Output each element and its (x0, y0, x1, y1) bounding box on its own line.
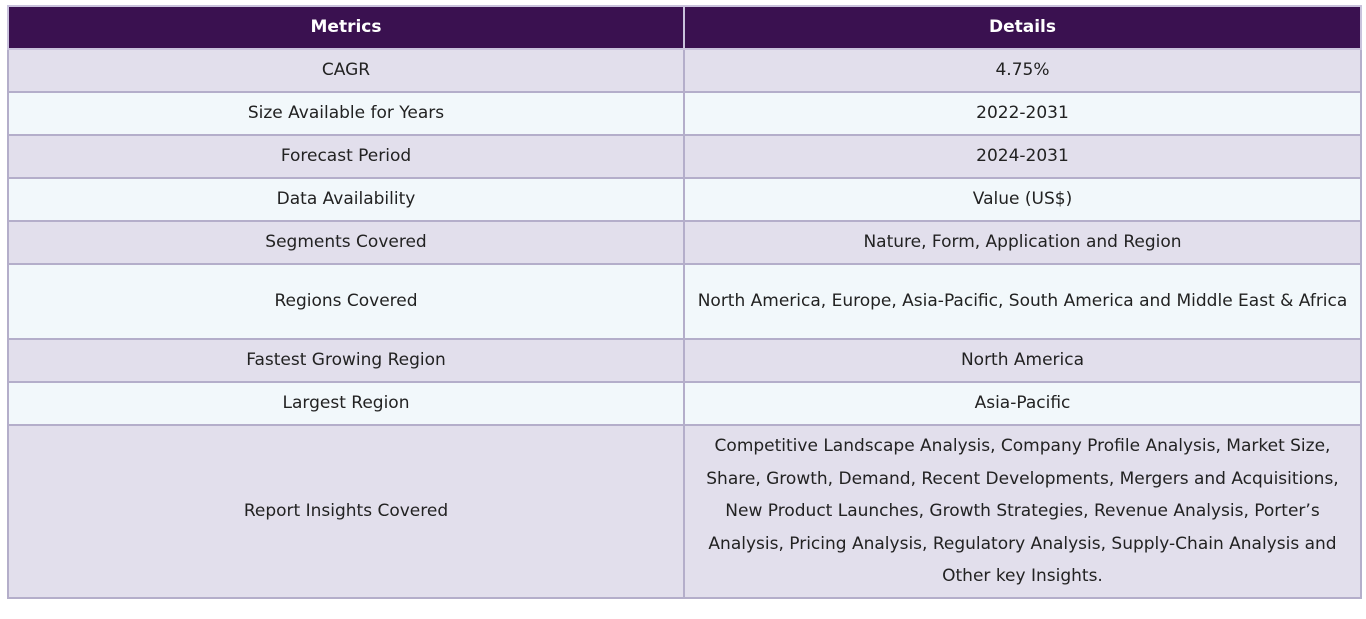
detail-cell: 4.75% (683, 48, 1362, 93)
table-header-row: Metrics Details (7, 5, 1362, 50)
metric-cell: Segments Covered (7, 220, 685, 265)
table-row: Segments Covered Nature, Form, Applicati… (7, 220, 1362, 265)
metric-cell: Fastest Growing Region (7, 338, 685, 383)
metric-cell: CAGR (7, 48, 685, 93)
metric-cell: Report Insights Covered (7, 424, 685, 599)
detail-cell: Asia-Pacific (683, 381, 1362, 426)
table-row: Largest Region Asia-Pacific (7, 381, 1362, 426)
detail-cell: Nature, Form, Application and Region (683, 220, 1362, 265)
metric-cell: Largest Region (7, 381, 685, 426)
metrics-table: Metrics Details CAGR 4.75% Size Availabl… (7, 5, 1362, 599)
table-row: Report Insights Covered Competitive Land… (7, 424, 1362, 599)
detail-cell: 2024-2031 (683, 134, 1362, 179)
table-row: Size Available for Years 2022-2031 (7, 91, 1362, 136)
detail-cell: North America (683, 338, 1362, 383)
metric-cell: Data Availability (7, 177, 685, 222)
column-header-metrics: Metrics (7, 5, 685, 50)
detail-cell: Competitive Landscape Analysis, Company … (683, 424, 1362, 599)
detail-cell: North America, Europe, Asia-Pacific, Sou… (683, 263, 1362, 340)
metrics-table-container: Metrics Details CAGR 4.75% Size Availabl… (7, 5, 1362, 599)
metric-cell: Regions Covered (7, 263, 685, 340)
detail-cell: 2022-2031 (683, 91, 1362, 136)
detail-cell: Value (US$) (683, 177, 1362, 222)
table-row: Data Availability Value (US$) (7, 177, 1362, 222)
table-row: Forecast Period 2024-2031 (7, 134, 1362, 179)
table-row: Fastest Growing Region North America (7, 338, 1362, 383)
metric-cell: Forecast Period (7, 134, 685, 179)
column-header-details: Details (683, 5, 1362, 50)
table-row: Regions Covered North America, Europe, A… (7, 263, 1362, 340)
table-row: CAGR 4.75% (7, 48, 1362, 93)
metric-cell: Size Available for Years (7, 91, 685, 136)
